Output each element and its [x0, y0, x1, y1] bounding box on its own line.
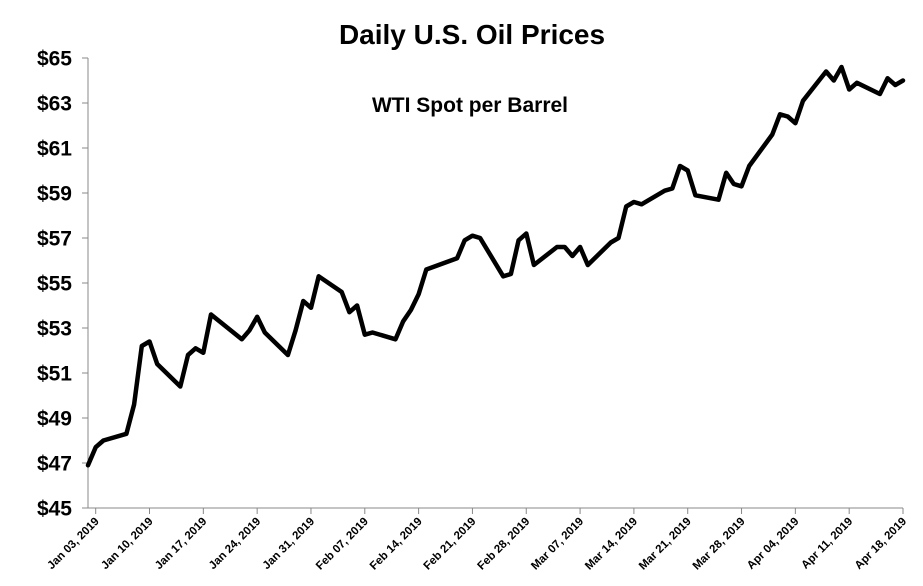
- x-tick-label: Jan 03, 2019: [45, 516, 101, 572]
- chart-title: Daily U.S. Oil Prices: [339, 19, 605, 50]
- x-tick-label: Mar 21, 2019: [637, 516, 694, 573]
- x-tick-label: Mar 07, 2019: [529, 516, 586, 573]
- y-tick-label: $47: [37, 453, 72, 476]
- chart-subtitle: WTI Spot per Barrel: [372, 94, 568, 117]
- x-tick-label: Apr 18, 2019: [853, 516, 909, 572]
- y-tick-label: $51: [37, 363, 72, 386]
- x-tick-label: Mar 28, 2019: [691, 516, 748, 573]
- x-tick-label: Feb 14, 2019: [368, 516, 425, 573]
- y-tick-label: $57: [37, 228, 72, 251]
- x-tick-label: Jan 24, 2019: [207, 516, 263, 572]
- y-tick-label: $65: [37, 48, 72, 71]
- y-tick-label: $45: [37, 498, 72, 521]
- x-tick-label: Jan 10, 2019: [99, 516, 155, 572]
- x-tick-label: Feb 07, 2019: [314, 516, 371, 573]
- y-tick-label: $53: [37, 318, 72, 341]
- x-tick-label: Jan 31, 2019: [261, 516, 317, 572]
- series-group: [85, 64, 906, 468]
- y-axis: $45 $47 $49 $51 $53 $55 $57 $59 $61 $63 $65: [37, 48, 89, 521]
- y-tick-label: $63: [37, 93, 72, 116]
- x-tick-label: Feb 28, 2019: [476, 516, 533, 573]
- x-tick-label: Apr 04, 2019: [745, 516, 801, 572]
- x-tick-label: Apr 11, 2019: [799, 516, 855, 572]
- series-line: [85, 64, 906, 468]
- y-tick-label: $49: [37, 408, 72, 431]
- x-tick-label: Jan 17, 2019: [153, 516, 209, 572]
- y-tick-label: $59: [37, 183, 72, 206]
- y-tick-label: $55: [37, 273, 72, 296]
- x-tick-label: Mar 14, 2019: [583, 516, 640, 573]
- y-tick-label: $61: [37, 138, 72, 161]
- x-tick-label: Feb 21, 2019: [422, 516, 479, 573]
